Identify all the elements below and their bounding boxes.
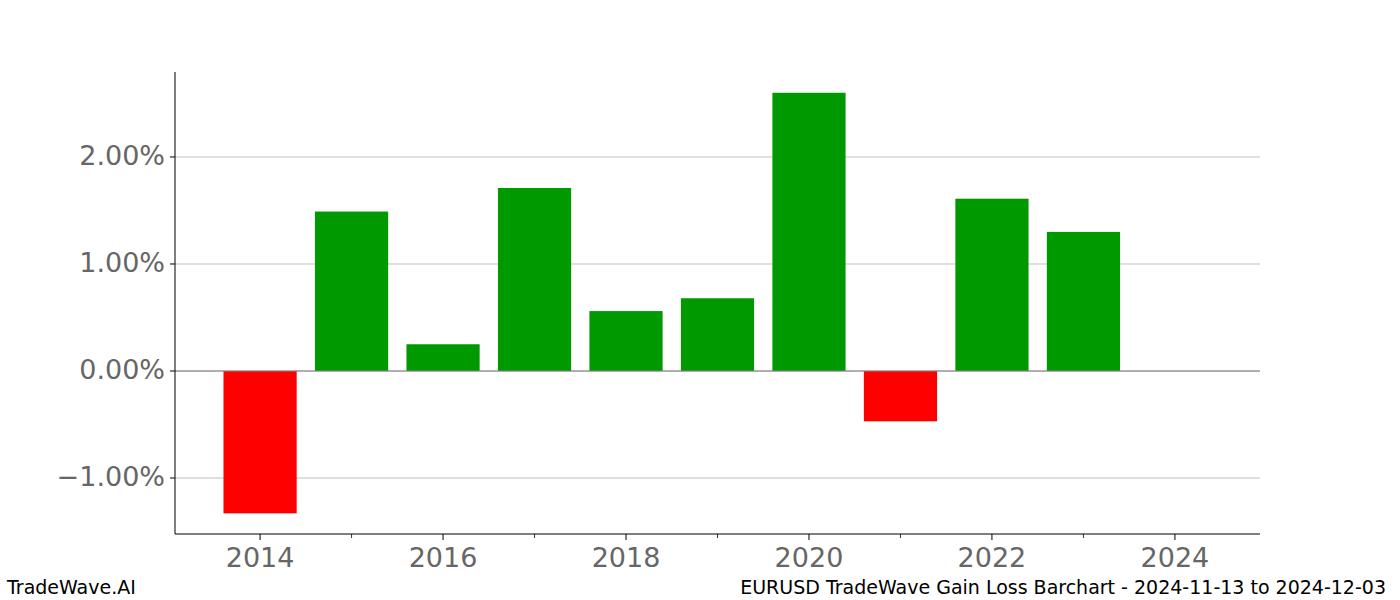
y-tick-label: 1.00%: [79, 247, 165, 278]
source-label: TradeWave.AI: [6, 576, 136, 598]
y-tick: [170, 156, 175, 157]
x-minor-tick: [900, 534, 901, 538]
x-minor-tick: [534, 534, 535, 538]
x-tick-label: 2014: [226, 542, 295, 573]
x-tick-label: 2022: [958, 542, 1027, 573]
bar: [681, 298, 754, 371]
y-tick: [170, 263, 175, 264]
bar: [772, 93, 845, 371]
grid-line: [175, 371, 1260, 372]
zero-line: [175, 371, 1260, 372]
bar: [589, 311, 662, 371]
bar: [955, 199, 1028, 371]
y-tick-label: 0.00%: [79, 354, 165, 385]
bar: [406, 344, 479, 371]
bars: [223, 93, 1120, 514]
y-tick: [170, 478, 175, 479]
chart-svg: −1.00% 0.00% 1.00% 2.00% 2014 2016 2018 2020 202…: [0, 0, 1400, 600]
grid-line: [175, 156, 1260, 157]
x-tick: [626, 534, 627, 540]
y-tick-label: −1.00%: [57, 461, 165, 492]
x-tick: [1174, 534, 1175, 540]
x-tick-label: 2018: [592, 542, 661, 573]
x-tick: [991, 534, 992, 540]
title: EURUSD TradeWave Gain Loss Barchart - 20…: [740, 576, 1386, 598]
y-tick: [170, 371, 175, 372]
bar: [864, 371, 937, 421]
x-tick-label: 2024: [1141, 542, 1210, 573]
x-minor-tick: [1083, 534, 1084, 538]
x-tick-label: 2020: [775, 542, 844, 573]
bar: [498, 188, 571, 371]
bar: [223, 371, 296, 513]
x-tick: [808, 534, 809, 540]
x-minor-tick: [717, 534, 718, 538]
bar: [1047, 232, 1120, 371]
x-minor-tick: [351, 534, 352, 538]
y-tick-label: 2.00%: [79, 140, 165, 171]
x-tick: [260, 534, 261, 540]
bar: [315, 212, 388, 371]
chart-container: −1.00% 0.00% 1.00% 2.00% 2014 2016 2018 2020 202…: [0, 0, 1400, 600]
y-axis-line: [175, 72, 176, 534]
x-tick-label: 2016: [409, 542, 478, 573]
x-tick: [443, 534, 444, 540]
grid-line: [175, 478, 1260, 479]
